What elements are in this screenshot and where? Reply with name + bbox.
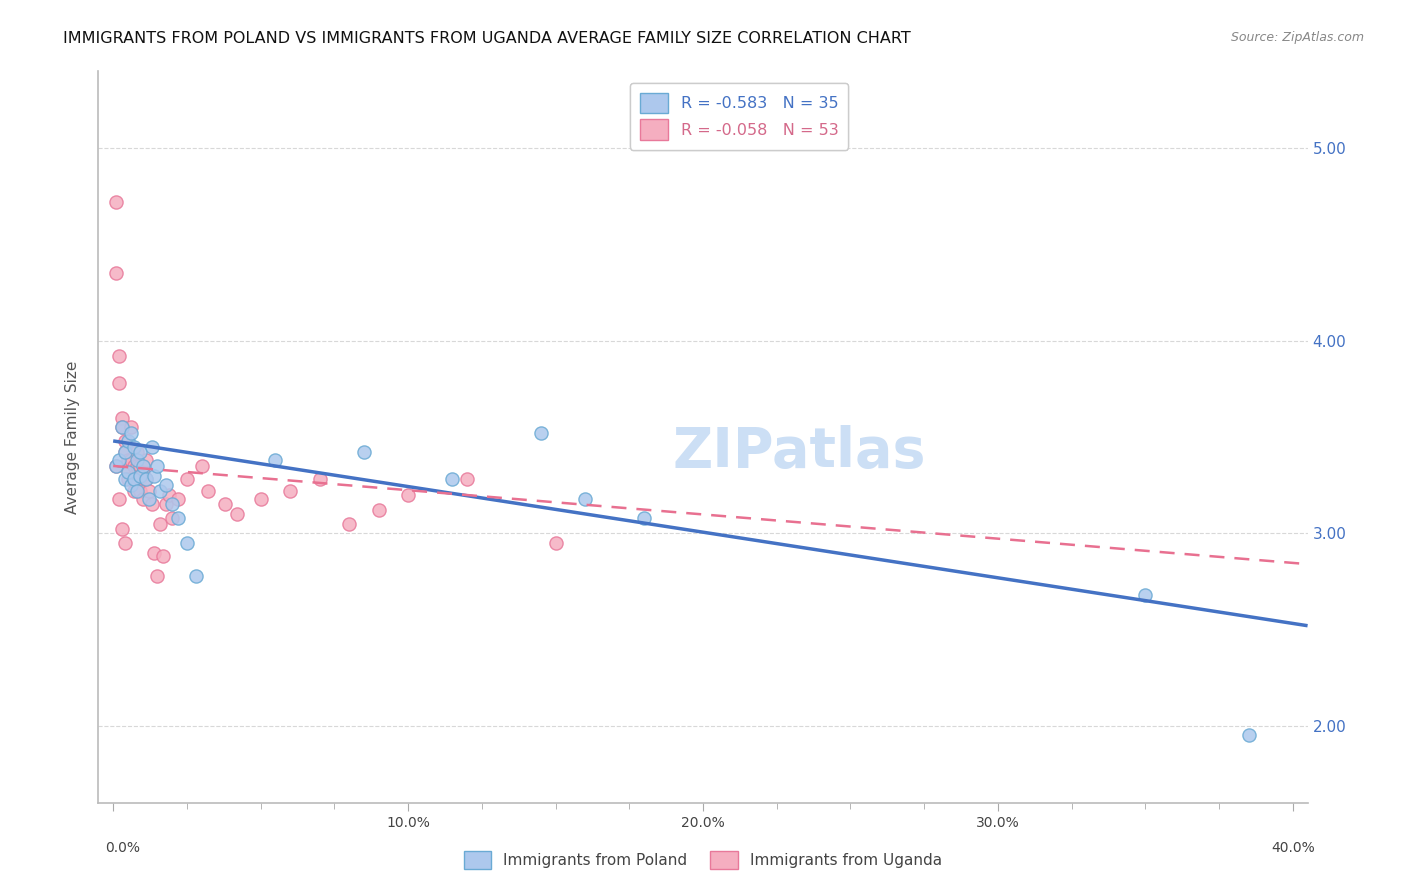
Text: Source: ZipAtlas.com: Source: ZipAtlas.com <box>1230 31 1364 45</box>
Point <box>146 458 169 473</box>
Point <box>114 445 136 459</box>
Point <box>167 511 190 525</box>
Point <box>122 458 145 473</box>
Point <box>105 458 128 473</box>
Point <box>441 472 464 486</box>
Point <box>125 458 148 473</box>
Point <box>574 491 596 506</box>
Point <box>456 472 478 486</box>
Point <box>146 568 169 582</box>
Point <box>122 440 145 454</box>
Point <box>176 536 198 550</box>
Point <box>190 458 212 473</box>
Point <box>1237 728 1260 742</box>
Point <box>128 468 150 483</box>
Point <box>120 420 142 434</box>
Text: IMMIGRANTS FROM POLAND VS IMMIGRANTS FROM UGANDA AVERAGE FAMILY SIZE CORRELATION: IMMIGRANTS FROM POLAND VS IMMIGRANTS FRO… <box>63 31 911 46</box>
Text: 0.0%: 0.0% <box>105 840 141 855</box>
Y-axis label: Average Family Size: Average Family Size <box>65 360 80 514</box>
Point <box>125 483 148 498</box>
Legend: R = -0.583   N = 35, R = -0.058   N = 53: R = -0.583 N = 35, R = -0.058 N = 53 <box>630 83 848 150</box>
Point <box>125 478 148 492</box>
Point <box>143 468 166 483</box>
Point <box>120 426 142 441</box>
Point <box>120 453 142 467</box>
Point <box>117 453 139 467</box>
Point <box>249 491 271 506</box>
Point <box>128 483 150 498</box>
Point <box>143 545 166 559</box>
Point <box>226 507 249 521</box>
Point <box>117 465 139 479</box>
Point <box>1135 588 1157 602</box>
Point <box>184 568 207 582</box>
Point <box>108 376 131 391</box>
Point <box>108 491 131 506</box>
Point <box>396 488 419 502</box>
Text: 40.0%: 40.0% <box>1271 840 1315 855</box>
Point <box>131 465 153 479</box>
Point <box>125 453 148 467</box>
Point <box>141 498 163 512</box>
Point <box>114 536 136 550</box>
Point <box>530 426 553 441</box>
Point <box>167 491 190 506</box>
Point <box>114 472 136 486</box>
Point <box>117 465 139 479</box>
Point <box>128 445 150 459</box>
Point <box>353 445 375 459</box>
Point <box>105 458 128 473</box>
Point <box>131 491 153 506</box>
Point <box>114 445 136 459</box>
Point <box>111 410 134 425</box>
Point <box>157 488 180 502</box>
Point <box>367 503 389 517</box>
Point <box>128 458 150 473</box>
Point <box>117 434 139 448</box>
Point <box>160 511 183 525</box>
Point <box>108 349 131 363</box>
Point <box>135 453 157 467</box>
Point <box>138 491 160 506</box>
Point <box>114 434 136 448</box>
Point <box>131 458 153 473</box>
Point <box>128 472 150 486</box>
Point <box>138 483 160 498</box>
Point <box>337 516 360 531</box>
Point <box>155 478 177 492</box>
Point <box>117 472 139 486</box>
Point <box>149 516 172 531</box>
Point <box>111 523 134 537</box>
Point <box>152 549 174 564</box>
Point <box>160 498 183 512</box>
Point <box>111 420 134 434</box>
Point <box>264 453 287 467</box>
Point <box>125 445 148 459</box>
Point <box>633 511 655 525</box>
Text: ZIPatlas: ZIPatlas <box>673 425 927 479</box>
Point <box>197 483 219 498</box>
Point <box>111 420 134 434</box>
Point <box>122 483 145 498</box>
Point <box>278 483 301 498</box>
Point <box>214 498 236 512</box>
Point <box>155 498 177 512</box>
Point <box>120 478 142 492</box>
Point <box>176 472 198 486</box>
Point <box>308 472 330 486</box>
Point <box>141 440 163 454</box>
Legend: Immigrants from Poland, Immigrants from Uganda: Immigrants from Poland, Immigrants from … <box>457 845 949 875</box>
Point <box>135 472 157 486</box>
Point <box>122 472 145 486</box>
Point <box>149 483 172 498</box>
Point <box>135 472 157 486</box>
Point <box>105 195 128 210</box>
Point <box>108 453 131 467</box>
Point <box>544 536 567 550</box>
Point <box>122 472 145 486</box>
Point <box>105 267 128 281</box>
